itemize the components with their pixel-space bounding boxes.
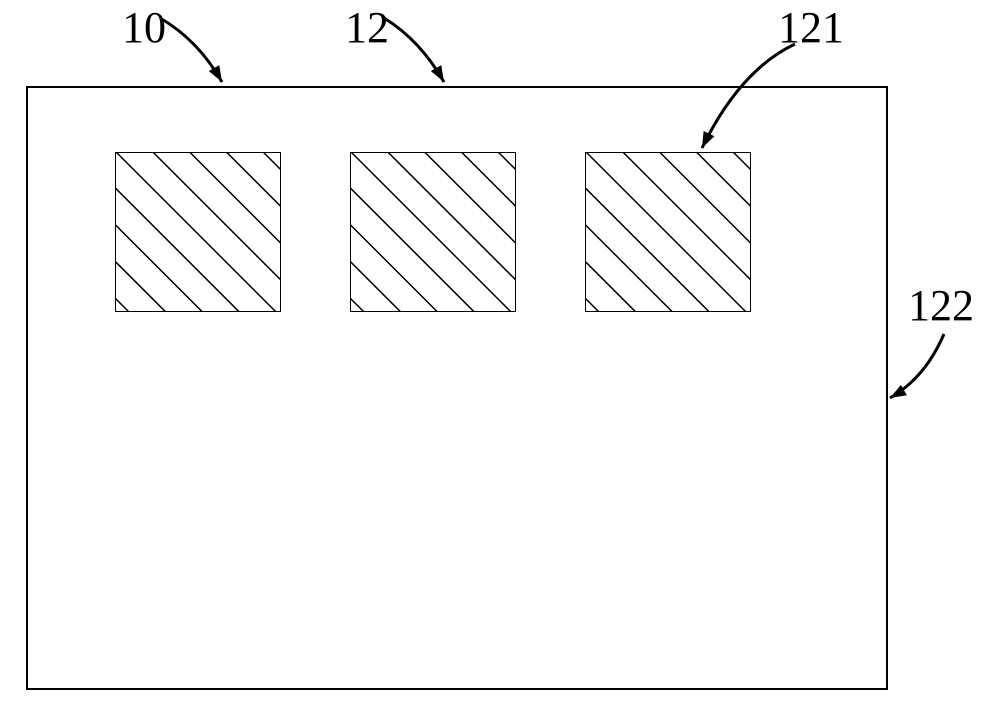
arrow-122-curve — [890, 334, 944, 398]
arrow-12-curve — [384, 18, 444, 82]
arrow-12-head — [431, 65, 444, 82]
arrow-10-head — [209, 65, 222, 82]
label-10: 10 — [122, 2, 166, 53]
hatched-box-1 — [115, 152, 281, 312]
diagram-stage: 10 12 121 122 — [0, 0, 1000, 719]
hatched-box-2 — [350, 152, 516, 312]
arrow-10-curve — [160, 18, 222, 82]
label-121: 121 — [778, 2, 844, 53]
arrow-122-head — [890, 385, 907, 398]
hatched-box-3 — [585, 152, 751, 312]
label-12: 12 — [345, 2, 389, 53]
label-122: 122 — [908, 280, 974, 331]
